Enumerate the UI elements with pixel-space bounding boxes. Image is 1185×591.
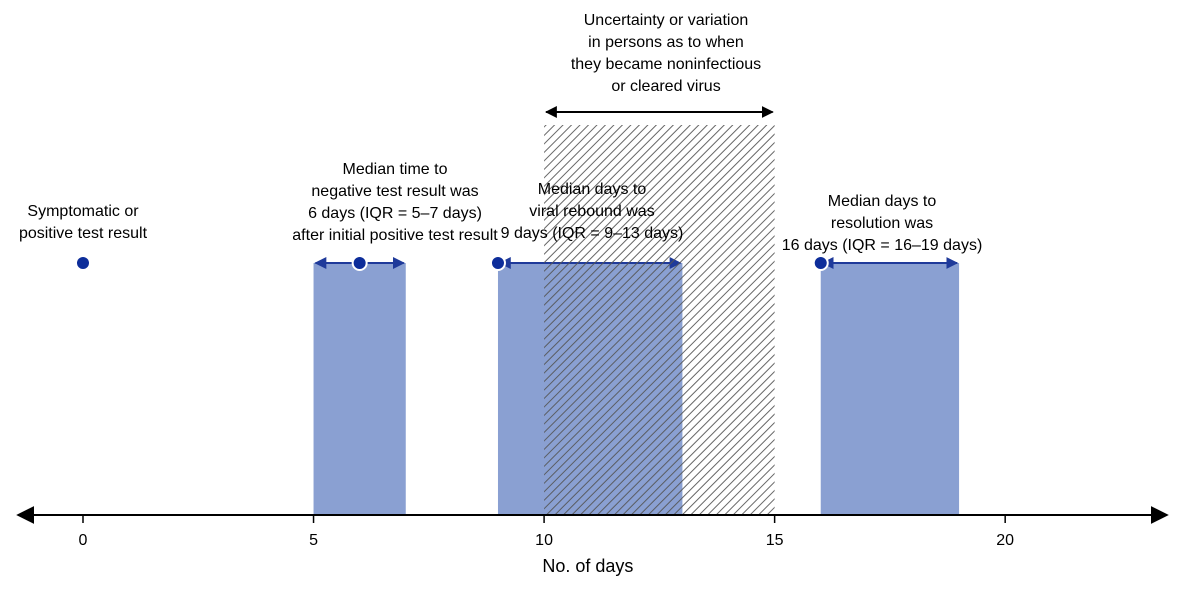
- viral-rebound-label-line: 9 days (IQR = 9–13 days): [501, 225, 684, 242]
- resolution-label-line: Median days to: [828, 193, 937, 210]
- uncertainty-label-line: they became noninfectious: [571, 56, 761, 73]
- uncertainty-label-line: Uncertainty or variation: [584, 12, 749, 29]
- x-tick-label: 0: [79, 532, 88, 549]
- resolution-label-line: 16 days (IQR = 16–19 days): [782, 237, 983, 254]
- uncertainty-label-line: in persons as to when: [588, 34, 744, 51]
- x-tick-label: 20: [996, 532, 1014, 549]
- negative-test-label-line: negative test result was: [311, 183, 478, 200]
- median-markers: [76, 255, 829, 271]
- resolution-label-line: resolution was: [831, 215, 933, 232]
- x-tick-label: 15: [766, 532, 784, 549]
- median-marker: [489, 255, 506, 271]
- viral-rebound-label: Median days to viral rebound was 9 days (I…: [501, 181, 684, 242]
- annotation-labels: Symptomatic or positive test result Median…: [19, 12, 982, 254]
- negative-test-label-line: 6 days (IQR = 5–7 days): [308, 205, 482, 222]
- viral-rebound-label-line: Median days to: [538, 181, 647, 198]
- median-marker: [812, 255, 829, 271]
- x-axis: 0 5 10 15 20 No. of days: [16, 506, 1169, 576]
- uncertainty-band-group: [544, 106, 775, 515]
- negative-test-label: Median time to negative test result was 6 …: [292, 161, 498, 244]
- x-tick-label: 5: [309, 532, 318, 549]
- uncertainty-label: Uncertainty or variation in persons as to…: [571, 12, 761, 95]
- x-tick-label: 10: [535, 532, 553, 549]
- iqr-bar: [820, 263, 960, 515]
- resolution-label: Median days to resolution was 16 days (IQR…: [782, 193, 983, 254]
- negative-test-label-line: after initial positive test result: [292, 227, 498, 244]
- iqr-bar: [313, 263, 406, 515]
- start-point-label-line: positive test result: [19, 225, 148, 242]
- x-axis-title: No. of days: [542, 556, 633, 576]
- uncertainty-band: [544, 125, 775, 515]
- uncertainty-label-line: or cleared virus: [611, 78, 720, 95]
- start-point-marker: [76, 257, 89, 269]
- viral-rebound-label-line: viral rebound was: [529, 203, 654, 220]
- negative-test-label-line: Median time to: [343, 161, 448, 178]
- start-point-label-line: Symptomatic or: [27, 203, 139, 220]
- start-point-label: Symptomatic or positive test result: [19, 203, 148, 242]
- median-marker: [351, 255, 368, 271]
